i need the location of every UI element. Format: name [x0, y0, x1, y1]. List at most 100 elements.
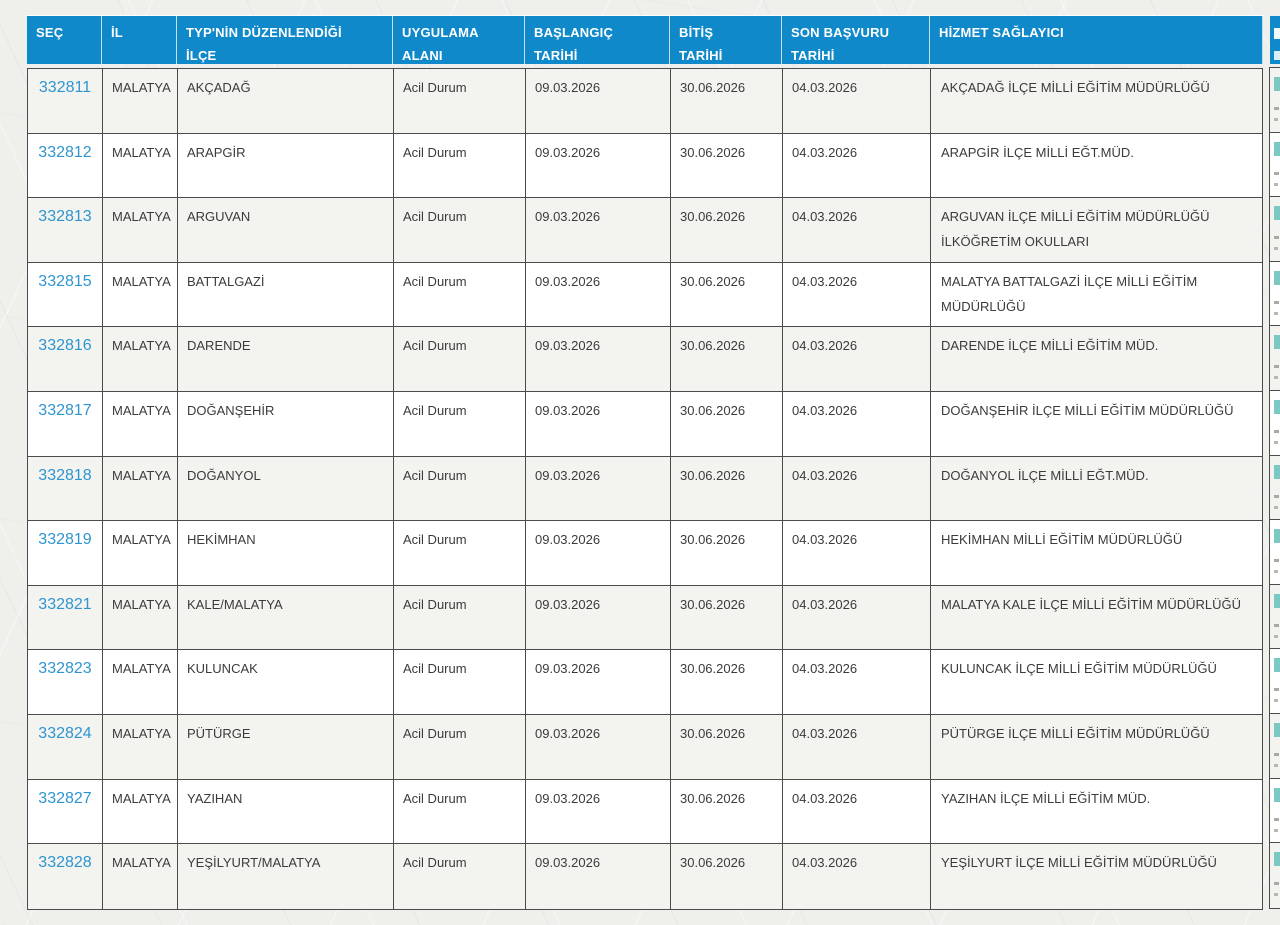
- header-uygulama-label: UYGULAMA ALANI: [402, 25, 479, 63]
- table-cell-ilce: PÜTÜRGE: [178, 714, 394, 780]
- table-body: 332811 MALATYA AKÇADAĞ Acil Durum 09.03.2026…: [27, 68, 1263, 910]
- clipped-text-fragment: [1274, 688, 1279, 692]
- table-cell-il: MALATYA: [103, 779, 178, 845]
- table-cell-bitis-tarihi: 30.06.2026: [671, 327, 783, 392]
- clipped-link-fragment[interactable]: [1274, 852, 1280, 867]
- table-cell-baslangic-tarihi: 09.03.2026: [526, 133, 671, 199]
- table-cell-il: MALATYA: [103, 69, 178, 134]
- table-cell-il: MALATYA: [103, 585, 178, 651]
- table-cell-hizmet-saglayici: ARGUVAN İLÇE MİLLİ EĞİTİM MÜDÜRLÜĞÜ İLKÖ…: [931, 198, 1262, 263]
- table-cell-son-basvuru-tarihi: 04.03.2026: [783, 585, 931, 651]
- clipped-link-fragment[interactable]: [1274, 529, 1280, 544]
- table-cell-baslangic-tarihi: 09.03.2026: [526, 650, 671, 715]
- table-cell-hizmet-saglayici: PÜTÜRGE İLÇE MİLLİ EĞİTİM MÜDÜRLÜĞÜ: [931, 715, 1262, 780]
- table-row: 332813 MALATYA ARGUVAN Acil Durum 09.03.2026…: [28, 198, 1262, 263]
- table-cell-uygulama-alani: Acil Durum: [394, 521, 526, 586]
- clipped-link-fragment[interactable]: [1274, 270, 1280, 285]
- typ-id-link[interactable]: 332813: [38, 208, 92, 226]
- table-cell-baslangic-tarihi: 09.03.2026: [526, 69, 671, 134]
- table-cell-il: MALATYA: [103, 327, 178, 392]
- clipped-link-fragment[interactable]: [1274, 399, 1280, 414]
- table-cell-baslangic-tarihi: 09.03.2026: [526, 779, 671, 845]
- header-hizmet-label: HİZMET SAĞLAYICI: [939, 25, 1064, 40]
- clipped-link-fragment[interactable]: [1274, 593, 1280, 608]
- table-cell-baslangic-tarihi: 09.03.2026: [526, 844, 671, 909]
- table-cell-ilce: BATTALGAZİ: [178, 262, 394, 328]
- table-cell-uygulama-alani: Acil Durum: [394, 198, 526, 263]
- table-cell-uygulama-alani: Acil Durum: [394, 391, 526, 457]
- table-cell-son-basvuru-tarihi: 04.03.2026: [783, 327, 931, 392]
- header-baslangic-tarihi: BAŞLANGIÇ TARİHİ: [525, 16, 670, 64]
- table-cell-baslangic-tarihi: 09.03.2026: [526, 391, 671, 457]
- table-cell-bitis-tarihi: 30.06.2026: [671, 650, 783, 715]
- typ-id-link[interactable]: 332824: [38, 724, 92, 742]
- typ-id-link[interactable]: 332818: [38, 466, 92, 484]
- typ-id-link[interactable]: 332827: [38, 789, 92, 807]
- clipped-text-fragment: [1274, 505, 1278, 509]
- clipped-text-fragment: [1274, 236, 1279, 240]
- table-cell-son-basvuru-tarihi: 04.03.2026: [783, 844, 931, 909]
- table-cell-sec: 332828: [28, 844, 103, 909]
- typ-id-link[interactable]: 332823: [38, 660, 92, 678]
- table-cell-sec: 332824: [28, 714, 103, 780]
- typ-id-link[interactable]: 332816: [38, 337, 92, 355]
- table-cell-bitis-tarihi: 30.06.2026: [671, 198, 783, 263]
- table-cell-uygulama-alani: Acil Durum: [394, 650, 526, 715]
- table-row: 332828 MALATYA YEŞİLYURT/MALATYA Acil Durum…: [28, 844, 1262, 909]
- table-row: 332827 MALATYA YAZIHAN Acil Durum 09.03.2026…: [28, 779, 1262, 845]
- typ-id-link[interactable]: 332811: [38, 79, 92, 96]
- header-sec-label: SEÇ: [36, 25, 64, 40]
- clipped-column-cell: [1270, 68, 1280, 133]
- table-cell-sec: 332823: [28, 650, 103, 715]
- clipped-text-fragment: [1274, 182, 1278, 186]
- table-cell-hizmet-saglayici: MALATYA KALE İLÇE MİLLİ EĞİTİM MÜDÜRLÜĞÜ: [931, 586, 1262, 651]
- clipped-column-body: [1269, 67, 1280, 909]
- clipped-link-fragment[interactable]: [1274, 141, 1280, 156]
- clipped-text-fragment: [1274, 763, 1278, 767]
- clipped-header-text-fragment: [1274, 51, 1280, 60]
- header-duzenlendigi-ilce: TYP'NİN DÜZENLENDİĞİ İLÇE: [177, 16, 393, 64]
- header-son-basvuru-tarihi: SON BAŞVURU TARİHİ: [782, 16, 930, 64]
- header-bitis-label: BİTİŞ TARİHİ: [679, 25, 723, 63]
- clipped-link-fragment[interactable]: [1274, 722, 1280, 737]
- clipped-text-fragment: [1274, 817, 1279, 821]
- clipped-link-fragment[interactable]: [1274, 658, 1280, 673]
- typ-id-link[interactable]: 332817: [38, 401, 92, 419]
- typ-id-link[interactable]: 332815: [38, 272, 92, 290]
- table-cell-hizmet-saglayici: MALATYA BATTALGAZİ İLÇE MİLLİ EĞİTİM MÜD…: [931, 263, 1262, 328]
- header-baslangic-label: BAŞLANGIÇ TARİHİ: [534, 25, 614, 63]
- clipped-link-fragment[interactable]: [1274, 464, 1280, 479]
- table-cell-bitis-tarihi: 30.06.2026: [671, 844, 783, 909]
- clipped-link-fragment[interactable]: [1274, 77, 1280, 91]
- table-cell-son-basvuru-tarihi: 04.03.2026: [783, 198, 931, 263]
- header-il-label: İL: [111, 25, 123, 40]
- typ-id-link[interactable]: 332812: [38, 143, 92, 161]
- clipped-text-fragment: [1274, 365, 1279, 369]
- table-cell-ilce: YEŞİLYURT/MALATYA: [178, 844, 394, 909]
- table-cell-uygulama-alani: Acil Durum: [394, 133, 526, 199]
- table-cell-sec: 332815: [28, 262, 103, 328]
- table-cell-baslangic-tarihi: 09.03.2026: [526, 585, 671, 651]
- clipped-text-fragment: [1274, 570, 1278, 574]
- clipped-column-cell: [1270, 649, 1280, 714]
- table-cell-sec: 332813: [28, 198, 103, 263]
- clipped-column-cell: [1270, 843, 1280, 908]
- table-cell-son-basvuru-tarihi: 04.03.2026: [783, 650, 931, 715]
- clipped-column-cell: [1270, 584, 1280, 650]
- clipped-link-fragment[interactable]: [1274, 335, 1280, 350]
- typ-id-link[interactable]: 332821: [38, 595, 92, 613]
- table-cell-uygulama-alani: Acil Durum: [394, 327, 526, 392]
- typ-id-link[interactable]: 332828: [38, 854, 92, 872]
- table-cell-baslangic-tarihi: 09.03.2026: [526, 456, 671, 522]
- clipped-text-fragment: [1274, 247, 1278, 251]
- table-cell-baslangic-tarihi: 09.03.2026: [526, 198, 671, 263]
- table-row: 332815 MALATYA BATTALGAZİ Acil Durum 09.03.2…: [28, 262, 1262, 328]
- clipped-column-cell: [1270, 778, 1280, 844]
- table-cell-il: MALATYA: [103, 456, 178, 522]
- table-cell-bitis-tarihi: 30.06.2026: [671, 714, 783, 780]
- typ-id-link[interactable]: 332819: [38, 531, 92, 549]
- clipped-column-cell: [1270, 197, 1280, 262]
- clipped-link-fragment[interactable]: [1274, 206, 1280, 221]
- table-cell-bitis-tarihi: 30.06.2026: [671, 779, 783, 845]
- clipped-link-fragment[interactable]: [1274, 787, 1280, 802]
